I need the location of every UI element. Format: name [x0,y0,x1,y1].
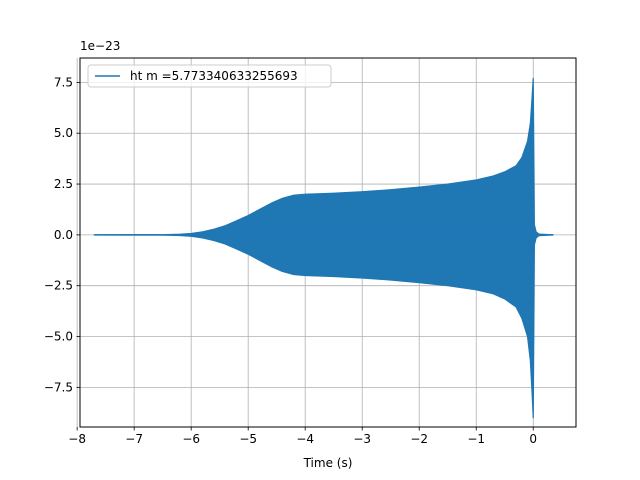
axis-ticks: −8 −7 −6 −5 −4 −3 −2 −1 0 −7.5 −5.0 −2.5 0.0 2.5 5.0 7.… [44,75,537,446]
series-waveform [93,77,554,419]
y-axis-offset-label: 1e−23 [80,39,120,53]
x-tick-label: 0 [529,432,537,446]
y-tick-label: −5.0 [44,330,73,344]
y-tick-label: −2.5 [44,279,73,293]
x-tick-label: −4 [296,432,314,446]
legend: ht m =5.773340633255693 [87,64,332,88]
x-tick-label: −2 [410,432,428,446]
x-tick-label: −5 [239,432,257,446]
axes-frame [79,57,577,428]
legend-box [87,64,332,88]
y-tick-label: 7.5 [54,75,73,89]
y-tick-label: 2.5 [54,177,73,191]
x-tick-label: −6 [182,432,200,446]
x-axis-label: Time (s) [303,456,353,470]
legend-series-label: ht m =5.773340633255693 [130,69,298,83]
y-tick-label: 0.0 [54,228,73,242]
x-tick-label: −3 [353,432,371,446]
plot-series-layer [93,77,554,419]
x-tick-label: −8 [68,432,86,446]
y-tick-label: −7.5 [44,380,73,394]
x-tick-label: −7 [125,432,143,446]
y-tick-label: 5.0 [54,126,73,140]
x-tick-label: −1 [467,432,485,446]
